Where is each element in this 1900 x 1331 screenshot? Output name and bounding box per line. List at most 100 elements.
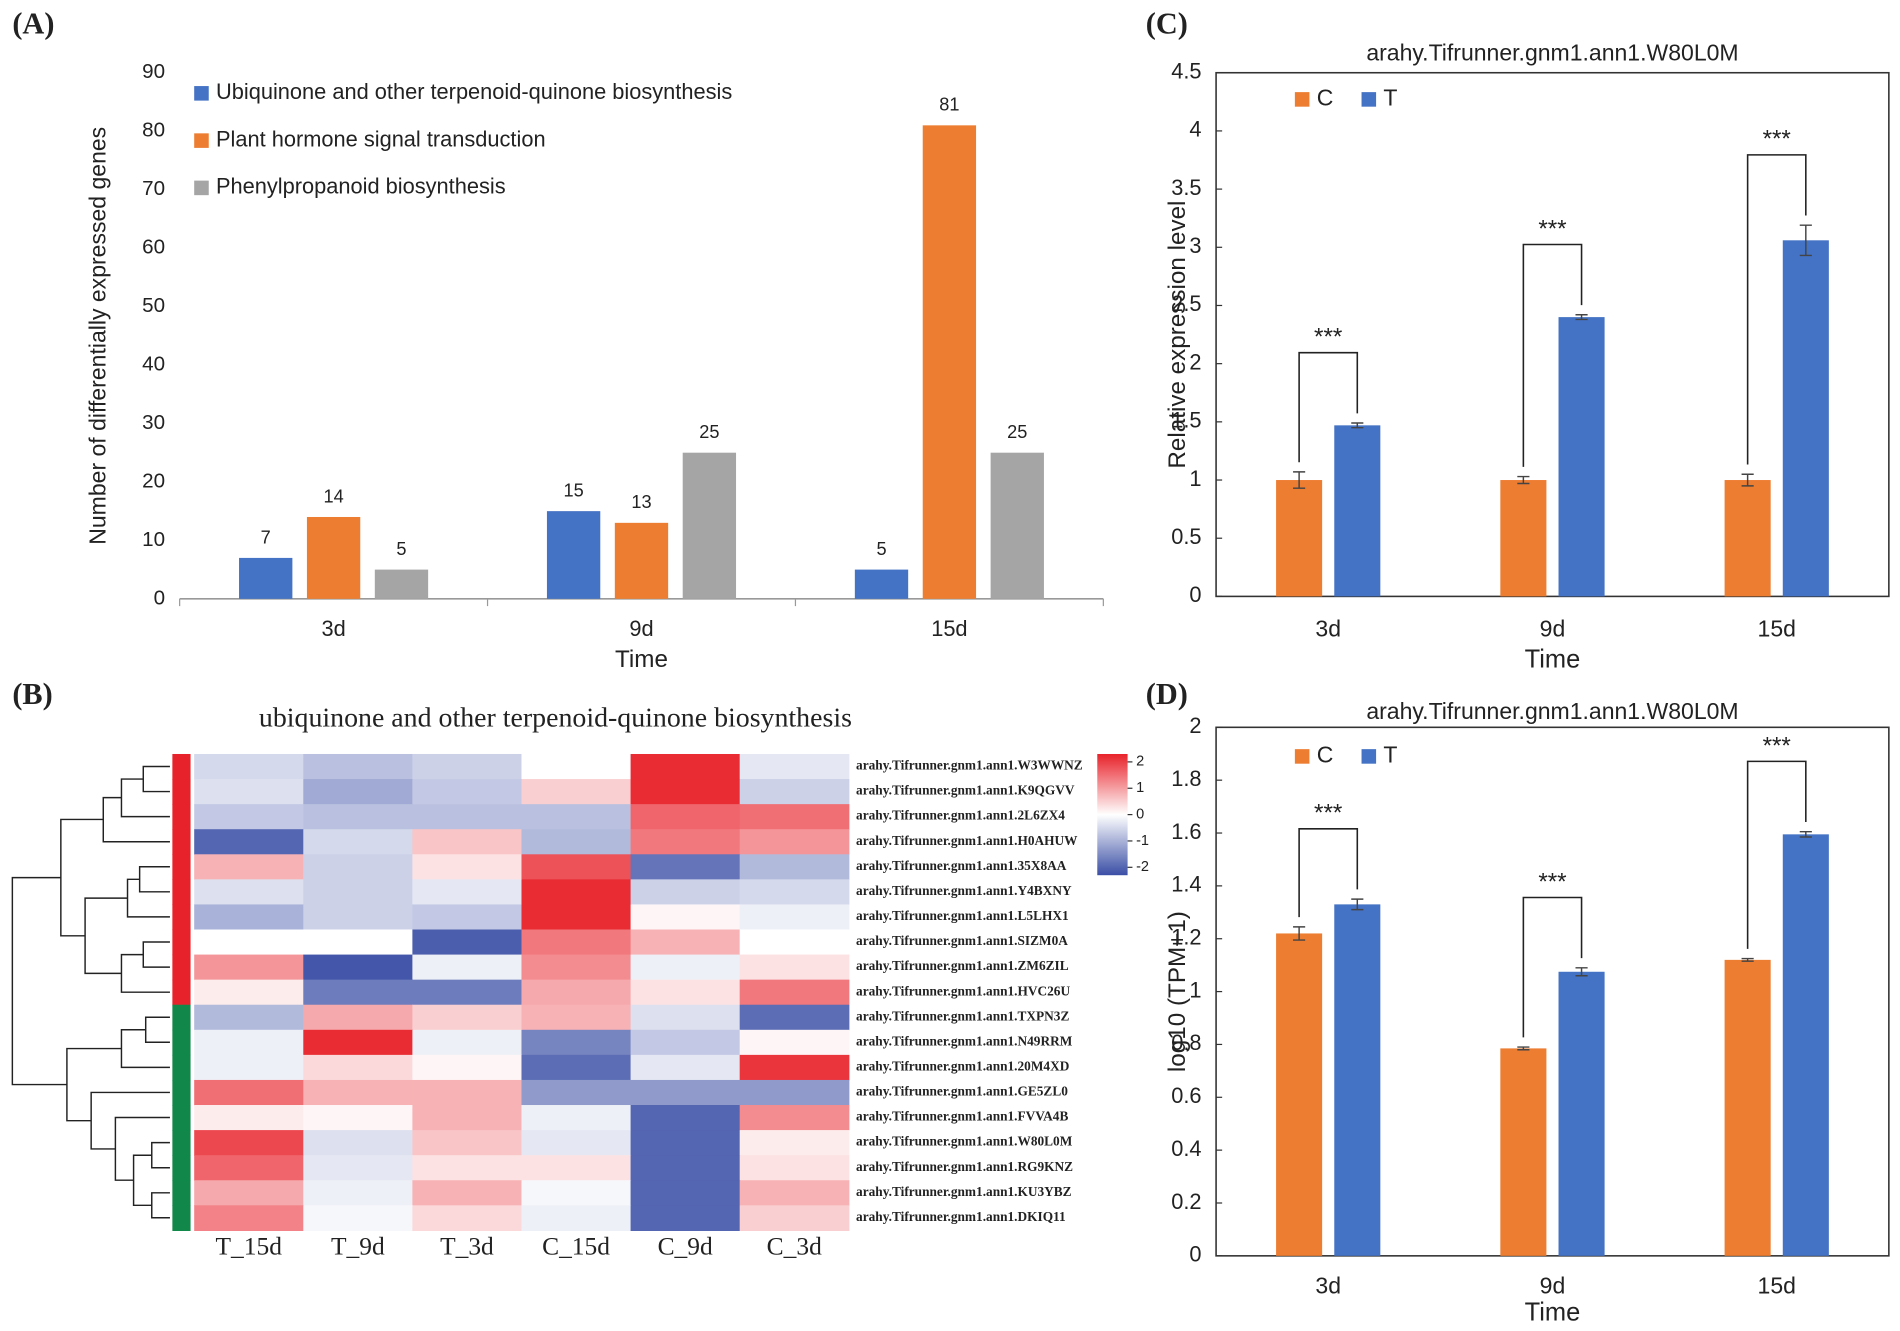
y-tick-label: 1.5 xyxy=(1171,408,1201,433)
heatmap-cell xyxy=(303,929,413,956)
row-label: arahy.Tifrunner.gnm1.ann1.N49RRM xyxy=(856,1033,1073,1048)
dendrogram xyxy=(11,765,170,1219)
row-label: arahy.Tifrunner.gnm1.ann1.DKIQ11 xyxy=(856,1209,1066,1224)
heatmap-cell xyxy=(630,1105,741,1131)
y-tick-label: 4.5 xyxy=(1171,58,1201,83)
bar xyxy=(854,569,909,599)
heatmap-cell xyxy=(521,804,632,830)
heatmap-cell xyxy=(521,779,632,805)
heatmap-cell xyxy=(412,1130,523,1156)
error-bar xyxy=(1351,898,1364,911)
plot-frame xyxy=(1215,726,1890,1257)
legend-label: Phenylpropanoid biosynthesis xyxy=(216,174,506,199)
y-tick-label: 0.8 xyxy=(1171,1030,1201,1055)
heatmap-cell xyxy=(412,1205,523,1231)
heatmap-cell xyxy=(521,979,632,1006)
heatmap-cell xyxy=(521,854,632,880)
row-group xyxy=(172,829,191,855)
row-group xyxy=(172,1105,191,1131)
significance-label: *** xyxy=(1763,732,1792,759)
heatmap-cell xyxy=(739,1105,850,1131)
x-tick-label: 9d xyxy=(1540,1272,1566,1298)
heatmap-cell xyxy=(521,1004,632,1031)
row-label: arahy.Tifrunner.gnm1.ann1.KU3YBZ xyxy=(856,1184,1072,1199)
data-label: 14 xyxy=(323,486,343,506)
error-bar xyxy=(1293,926,1306,941)
heatmap-cell xyxy=(630,1004,741,1031)
heatmap-cell xyxy=(739,854,850,880)
heatmap-cell xyxy=(303,804,413,830)
row-label: arahy.Tifrunner.gnm1.ann1.W80L0M xyxy=(856,1134,1073,1149)
error-bar xyxy=(1799,224,1812,257)
x-axis-label: Time xyxy=(1525,645,1581,673)
heatmap-cell xyxy=(194,1205,304,1231)
heatmap-cell xyxy=(630,879,741,906)
heatmap-cell xyxy=(303,1029,413,1056)
heatmap-cell xyxy=(739,1054,850,1081)
bar xyxy=(374,569,429,599)
error-bar xyxy=(1351,422,1364,429)
colorbar-label: 1 xyxy=(1136,780,1144,796)
y-tick-label: 0.2 xyxy=(1171,1189,1201,1214)
y-tick-label: 0 xyxy=(1189,1242,1201,1267)
legend-swatch xyxy=(194,180,209,196)
x-tick-label: 15d xyxy=(1758,1272,1796,1298)
heatmap-cell xyxy=(412,779,523,805)
heatmap-cell xyxy=(739,1205,850,1231)
row-group xyxy=(172,954,191,981)
y-tick-label: 0 xyxy=(154,586,165,609)
heatmap-cell xyxy=(521,1155,632,1181)
row-label: arahy.Tifrunner.gnm1.ann1.H0AHUW xyxy=(856,833,1078,848)
heatmap-cell xyxy=(630,1205,741,1231)
row-label: arahy.Tifrunner.gnm1.ann1.RG9KNZ xyxy=(856,1159,1073,1174)
heatmap-cell xyxy=(521,829,632,855)
heatmap-cell xyxy=(412,1029,523,1056)
data-label: 7 xyxy=(261,527,271,547)
y-tick-label: 2 xyxy=(1189,349,1201,374)
y-tick-label: 30 xyxy=(142,411,165,434)
error-bar xyxy=(1741,473,1754,487)
heatmap-cell xyxy=(412,1180,523,1206)
heatmap-cell xyxy=(303,753,413,780)
heatmap-cell xyxy=(630,1155,741,1181)
bar xyxy=(1724,480,1771,597)
significance-bracket xyxy=(1298,827,1359,918)
heatmap-cell xyxy=(739,1079,850,1106)
heatmap-cell xyxy=(630,1054,741,1081)
y-tick-label: 0.6 xyxy=(1171,1083,1201,1108)
legend-swatch xyxy=(1294,749,1310,764)
heatmap-cell xyxy=(194,1155,304,1181)
row-label: arahy.Tifrunner.gnm1.ann1.ZM6ZIL xyxy=(856,958,1069,973)
legend-label: T xyxy=(1383,741,1397,767)
heatmap-cell xyxy=(303,854,413,880)
heatmap-cell xyxy=(303,954,413,981)
panel-label: (C) xyxy=(1146,7,1188,41)
error-bar xyxy=(1517,1046,1530,1051)
heatmap-cell xyxy=(194,1180,304,1206)
column-label: T_15d xyxy=(216,1231,283,1260)
heatmap-cell xyxy=(303,1004,413,1031)
heatmap-cell xyxy=(412,1054,523,1081)
legend-swatch xyxy=(1294,92,1310,107)
panel-label: (A) xyxy=(12,7,54,41)
row-group xyxy=(172,904,191,931)
heatmap-cell xyxy=(412,1155,523,1181)
bar xyxy=(614,522,669,599)
y-tick-label: 1.6 xyxy=(1171,819,1201,844)
error-bar xyxy=(1799,830,1812,838)
column-label: C_9d xyxy=(658,1231,713,1260)
heatmap-cell xyxy=(739,779,850,805)
legend-swatch xyxy=(194,86,209,101)
heatmap-cell xyxy=(521,1105,632,1131)
row-group xyxy=(172,854,191,880)
colorbar-label: -1 xyxy=(1136,833,1149,849)
x-axis-label: Time xyxy=(1525,1299,1581,1327)
bar xyxy=(1276,933,1323,1256)
legend-label: C xyxy=(1317,741,1334,767)
y-tick-label: 0.4 xyxy=(1171,1136,1201,1161)
y-tick-label: 4 xyxy=(1189,117,1201,142)
significance-bracket xyxy=(1746,760,1807,949)
heatmap-cell xyxy=(194,904,304,931)
heatmap-cell xyxy=(412,904,523,931)
